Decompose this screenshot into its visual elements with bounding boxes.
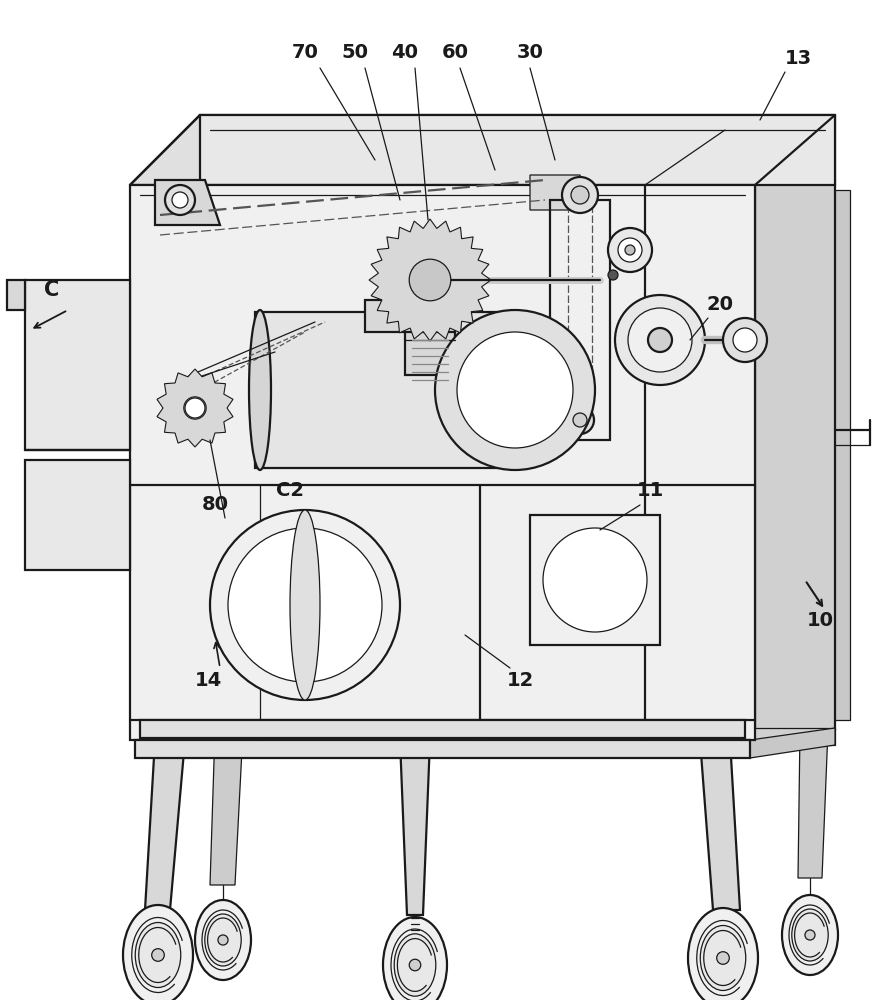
Circle shape: [435, 310, 595, 470]
Circle shape: [615, 295, 705, 385]
Polygon shape: [798, 730, 828, 878]
Ellipse shape: [135, 922, 180, 988]
Circle shape: [172, 192, 188, 208]
Polygon shape: [369, 219, 491, 341]
Circle shape: [608, 228, 652, 272]
Polygon shape: [700, 740, 740, 910]
Text: C: C: [44, 280, 59, 300]
Ellipse shape: [249, 310, 271, 470]
Ellipse shape: [792, 909, 828, 961]
Polygon shape: [200, 728, 835, 745]
Text: 11: 11: [636, 481, 664, 499]
Polygon shape: [25, 280, 130, 450]
Polygon shape: [157, 369, 233, 447]
Polygon shape: [130, 115, 835, 185]
Circle shape: [218, 935, 228, 945]
Polygon shape: [145, 740, 185, 910]
Circle shape: [648, 328, 672, 352]
Circle shape: [625, 245, 635, 255]
Ellipse shape: [290, 510, 320, 700]
Ellipse shape: [700, 926, 746, 990]
Circle shape: [573, 413, 587, 427]
Polygon shape: [530, 175, 590, 210]
Circle shape: [543, 528, 647, 632]
Polygon shape: [530, 515, 660, 645]
Text: 12: 12: [507, 670, 534, 690]
Polygon shape: [200, 115, 835, 185]
Polygon shape: [255, 312, 515, 468]
Circle shape: [562, 177, 598, 213]
Ellipse shape: [205, 914, 241, 966]
Polygon shape: [135, 728, 200, 758]
Text: 14: 14: [195, 670, 222, 690]
Polygon shape: [755, 115, 835, 740]
Text: 10: 10: [806, 610, 834, 630]
Polygon shape: [210, 730, 243, 885]
Text: 20: 20: [706, 296, 734, 314]
Text: 70: 70: [292, 42, 318, 62]
Text: 50: 50: [341, 42, 369, 62]
Polygon shape: [7, 280, 25, 310]
Circle shape: [717, 952, 729, 964]
Polygon shape: [135, 740, 750, 758]
Polygon shape: [835, 190, 850, 720]
Text: 60: 60: [441, 42, 469, 62]
Circle shape: [210, 510, 400, 700]
Circle shape: [152, 949, 164, 961]
Circle shape: [165, 185, 195, 215]
Polygon shape: [400, 740, 430, 915]
Text: 30: 30: [516, 42, 544, 62]
Circle shape: [628, 308, 692, 372]
Circle shape: [723, 318, 767, 362]
Polygon shape: [155, 180, 220, 225]
Circle shape: [412, 262, 448, 298]
Text: 40: 40: [392, 42, 418, 62]
Ellipse shape: [383, 917, 447, 1000]
Text: C2: C2: [276, 481, 304, 499]
Ellipse shape: [123, 905, 193, 1000]
Circle shape: [571, 186, 589, 204]
Polygon shape: [25, 460, 130, 570]
Ellipse shape: [195, 900, 251, 980]
Text: 13: 13: [784, 48, 812, 68]
Ellipse shape: [688, 908, 758, 1000]
Ellipse shape: [782, 895, 838, 975]
Circle shape: [184, 397, 206, 419]
Circle shape: [566, 406, 594, 434]
Circle shape: [409, 259, 451, 301]
Polygon shape: [140, 720, 745, 738]
Circle shape: [457, 332, 573, 448]
Polygon shape: [750, 728, 835, 758]
Circle shape: [805, 930, 815, 940]
Ellipse shape: [394, 934, 436, 996]
Circle shape: [608, 270, 618, 280]
Circle shape: [409, 959, 421, 971]
Text: 80: 80: [202, 495, 228, 514]
Polygon shape: [405, 325, 455, 375]
Circle shape: [618, 238, 642, 262]
Polygon shape: [130, 185, 755, 740]
Circle shape: [185, 398, 205, 418]
Polygon shape: [365, 300, 455, 332]
Circle shape: [733, 328, 757, 352]
Circle shape: [228, 528, 382, 682]
